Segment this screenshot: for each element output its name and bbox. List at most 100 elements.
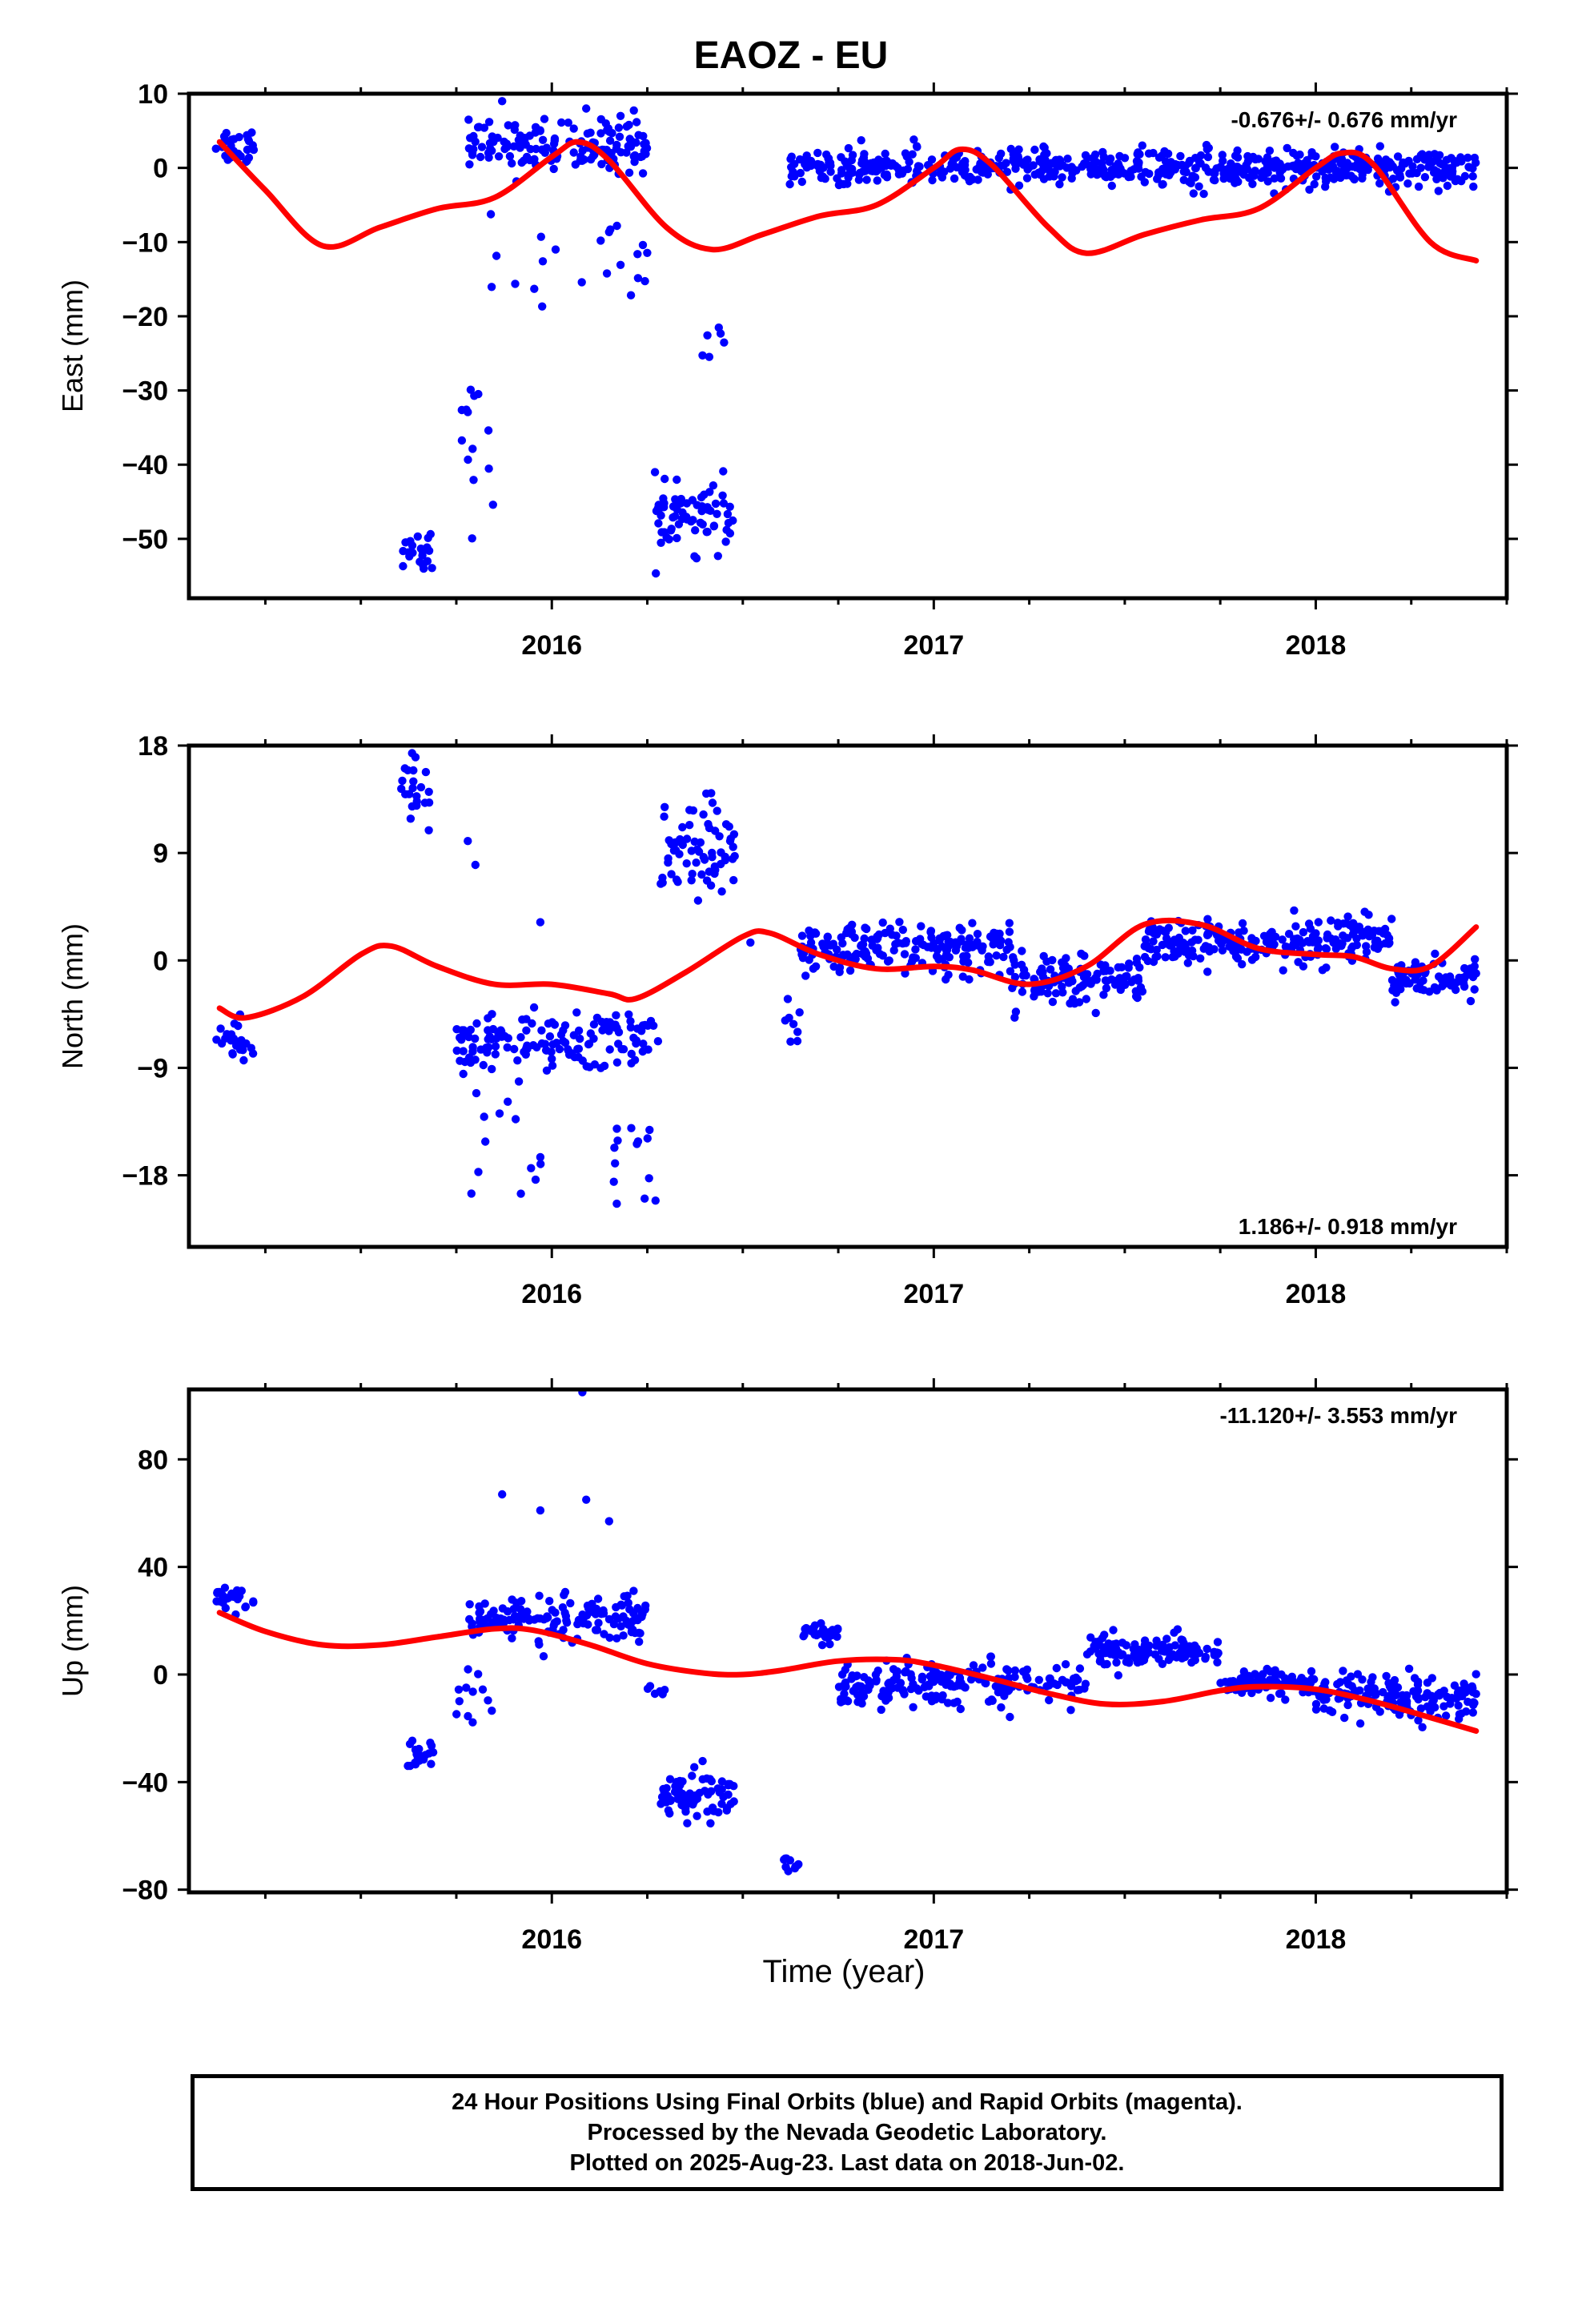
data-point [491,1050,500,1059]
data-point [997,936,1006,946]
data-point [691,1791,700,1800]
data-point [538,257,548,266]
data-point [508,159,516,168]
data-point [504,1034,512,1043]
data-point [249,1597,258,1606]
data-point [1137,1654,1146,1663]
data-point [693,1811,701,1820]
data-point [1098,162,1106,171]
data-point [416,782,426,792]
data-point [399,561,408,571]
data-point [1447,163,1457,172]
up-y-axis: 80 40 0 −40 −80 [122,1445,1518,1906]
data-point [700,855,709,864]
data-point [912,142,921,151]
data-point [1187,1658,1196,1667]
data-point [660,528,669,537]
data-point [682,834,692,843]
data-point [599,1609,608,1618]
data-point [487,1610,496,1618]
data-point [698,351,707,360]
data-point [1321,944,1331,953]
data-point [549,164,558,174]
data-point [536,1160,545,1168]
data-point [1082,995,1091,1003]
data-point [535,1640,544,1649]
data-point [406,1761,415,1771]
data-point [1043,989,1052,998]
data-point [558,1603,568,1612]
data-point [1333,919,1343,927]
data-point [1096,960,1106,969]
data-point [1429,168,1439,177]
up-points [212,1389,1480,1876]
data-point [927,155,937,164]
data-point [1291,922,1300,931]
data-point [673,1791,683,1800]
data-point [1154,1655,1163,1663]
data-point [486,210,496,219]
data-point [616,260,625,269]
data-point [1257,168,1267,178]
data-point [229,1034,239,1043]
data-point [717,859,725,869]
data-point [683,1819,692,1827]
data-point [469,131,478,141]
data-point [717,1777,727,1786]
data-point [1135,150,1144,159]
data-point [1010,1013,1019,1022]
data-point [898,925,908,935]
data-point [1203,1644,1211,1654]
data-point [1468,1682,1476,1691]
data-point [810,928,820,937]
data-point [538,135,548,144]
data-point [1404,1664,1414,1673]
data-point [1154,153,1164,162]
data-point [708,853,717,862]
data-point [858,940,868,949]
data-point [424,826,433,835]
y-tick-label: 10 [138,79,168,110]
data-point [1196,159,1205,168]
data-point [704,505,713,514]
data-point [717,1799,726,1808]
data-point [1074,1675,1082,1684]
data-point [1312,172,1321,181]
data-point [1292,151,1301,160]
data-point [1443,181,1452,191]
data-point [919,940,928,950]
data-point [638,1047,647,1056]
data-point [498,97,507,106]
data-point [551,1608,560,1617]
data-point [1238,919,1247,928]
data-point [713,552,722,561]
data-point [781,1016,789,1025]
data-point [228,1049,237,1058]
data-point [1131,987,1141,996]
footer-box: 24 Hour Positions Using Final Orbits (bl… [191,2074,1504,2191]
data-point [899,166,908,175]
data-point [992,951,1001,960]
up-x-axis: 2016 2017 2018 [263,1378,1508,1955]
data-point [703,1807,712,1816]
data-point [698,1756,707,1766]
data-point [1045,1695,1054,1705]
data-point [215,1597,224,1606]
data-point [484,153,493,162]
data-point [978,167,986,177]
y-tick-label: −40 [122,1767,168,1798]
data-point [706,1819,715,1827]
data-point [528,1019,536,1028]
north-y-axis-title: North (mm) [56,923,89,1069]
data-point [671,512,680,521]
data-point [1242,161,1251,170]
data-point [614,1614,623,1623]
data-point [1149,937,1158,946]
data-point [709,481,718,490]
data-point [944,971,953,979]
data-point [217,1039,227,1048]
data-point [900,950,909,959]
data-point [596,115,605,124]
data-point [548,1040,557,1049]
data-point [783,995,793,1003]
